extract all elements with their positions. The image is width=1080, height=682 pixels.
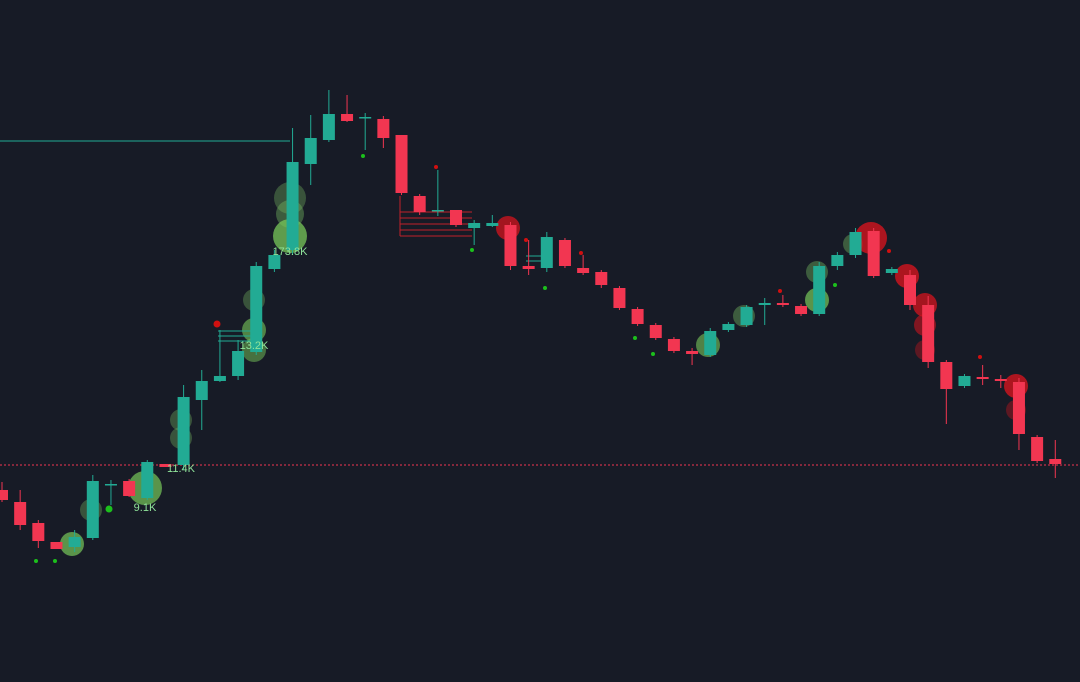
- candle-body: [322, 114, 335, 140]
- candle-body: [740, 307, 753, 325]
- candle-body: [831, 255, 844, 266]
- candle-body: [268, 255, 281, 269]
- signal-dot: [524, 238, 528, 242]
- candle-body: [50, 542, 63, 549]
- signal-dot: [833, 283, 837, 287]
- candle-body: [468, 223, 481, 228]
- signal-dot: [887, 249, 891, 253]
- candle-body: [976, 377, 989, 379]
- candle-body: [686, 351, 699, 354]
- signal-dot: [470, 248, 474, 252]
- candle-body: [104, 484, 117, 486]
- candle-body: [68, 537, 81, 547]
- candle-body: [32, 523, 45, 541]
- candle-body: [14, 502, 27, 525]
- candle-body: [958, 376, 971, 386]
- candle-body: [558, 240, 571, 266]
- candle-body: [904, 275, 916, 305]
- imbalance-zone: [399, 196, 472, 237]
- candle-body: [377, 119, 390, 138]
- candle-body: [486, 223, 499, 226]
- candle-body: [341, 114, 354, 121]
- support-zone: [218, 255, 545, 342]
- candle-body: [631, 309, 644, 324]
- candle-body: [776, 303, 789, 305]
- candle-body: [577, 268, 590, 273]
- volume-label: 11.4K: [167, 463, 196, 475]
- candle-body: [722, 324, 735, 330]
- volume-label: 173.8K: [273, 246, 309, 258]
- signal-dot: [651, 352, 655, 356]
- candle-body: [177, 397, 190, 465]
- volume-label: 13.2K: [240, 340, 269, 352]
- signal-dot: [53, 559, 57, 563]
- signal-dot: [543, 286, 547, 290]
- volume-label: 9.1K: [134, 502, 157, 514]
- candle-body: [359, 117, 372, 119]
- candle-body: [940, 362, 953, 389]
- candle-body: [1012, 382, 1025, 434]
- candle-body: [250, 266, 263, 352]
- candle-body: [885, 269, 898, 273]
- candle-body: [540, 237, 553, 268]
- signal-dot: [213, 320, 221, 328]
- candle-body: [649, 325, 662, 338]
- signal-dot: [978, 355, 982, 359]
- candle-body: [1031, 437, 1044, 461]
- candle-body: [141, 462, 154, 498]
- candle-body: [159, 464, 172, 467]
- candle-body: [667, 339, 680, 351]
- signal-dot: [434, 165, 438, 169]
- candles: [0, 90, 1080, 552]
- candle-body: [867, 231, 880, 276]
- candle-body: [813, 266, 826, 314]
- signal-dot: [105, 505, 113, 513]
- candle-body: [522, 266, 535, 269]
- candle-body: [849, 232, 862, 255]
- candle-body: [504, 225, 517, 266]
- signal-dot: [579, 251, 583, 255]
- candle-body: [304, 138, 317, 164]
- candle-body: [613, 288, 626, 308]
- candle-body: [86, 481, 99, 538]
- candle-body: [123, 481, 136, 496]
- candle-body: [758, 303, 771, 305]
- candle-body: [286, 162, 299, 250]
- candle-body: [232, 351, 245, 376]
- candle-body: [413, 196, 426, 212]
- candle-body: [1049, 459, 1062, 464]
- signal-dot: [34, 559, 38, 563]
- candle-body: [0, 490, 8, 500]
- candle-body: [704, 331, 717, 355]
- signal-dot: [361, 154, 365, 158]
- candle-body: [595, 272, 608, 285]
- candle-body: [195, 381, 208, 400]
- signal-dot: [633, 336, 637, 340]
- signal-dot: [778, 289, 782, 293]
- candle-body: [395, 135, 408, 193]
- candle-body: [994, 379, 1007, 381]
- candle-body: [213, 376, 226, 381]
- candle-body: [922, 305, 935, 362]
- candle-body: [450, 210, 462, 225]
- candle-body: [795, 306, 808, 314]
- candle-body: [431, 210, 444, 212]
